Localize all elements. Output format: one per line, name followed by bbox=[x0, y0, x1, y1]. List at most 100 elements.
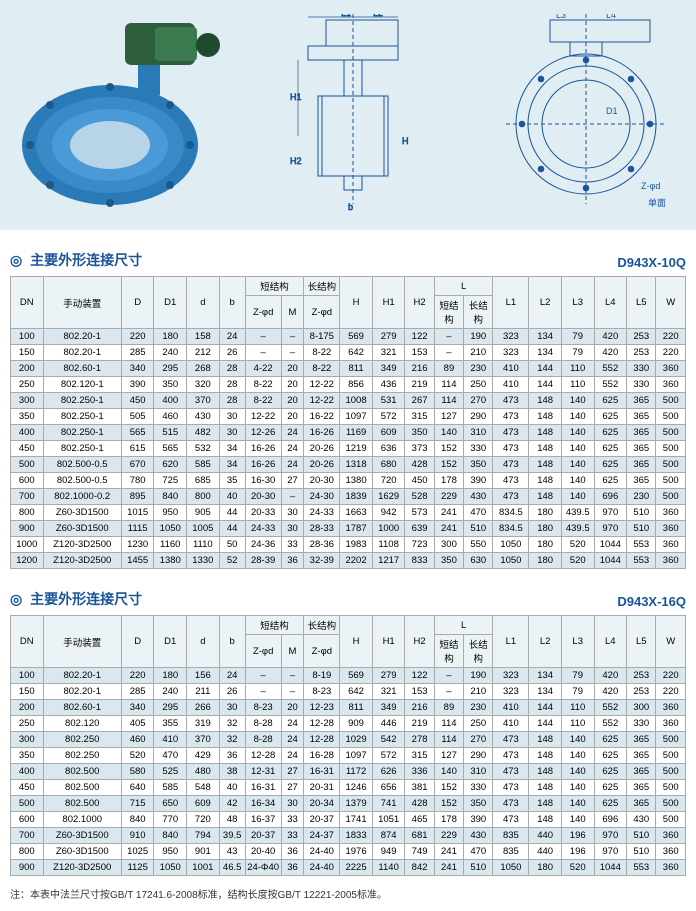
table-cell: 811 bbox=[340, 361, 373, 377]
table-cell: 40 bbox=[219, 489, 245, 505]
table-cell: 20 bbox=[281, 393, 304, 409]
table-cell: 114 bbox=[434, 716, 463, 732]
table-cell: 500 bbox=[656, 796, 686, 812]
table-cell: 178 bbox=[434, 812, 463, 828]
table-cell: 140 bbox=[561, 764, 594, 780]
table-cell: 268 bbox=[187, 361, 220, 377]
table-row: 100802.20-122018015624––8-19569279122–19… bbox=[11, 668, 686, 684]
table-cell: 110 bbox=[561, 377, 594, 393]
table-cell: 420 bbox=[594, 329, 627, 345]
table-cell: 28-36 bbox=[304, 537, 340, 553]
table-cell: 152 bbox=[434, 441, 463, 457]
th-shortL: 短结构 bbox=[434, 635, 463, 668]
table-cell: 39.5 bbox=[219, 828, 245, 844]
table-cell: 446 bbox=[372, 716, 405, 732]
table-cell: 127 bbox=[434, 409, 463, 425]
th-l3: L3 bbox=[561, 616, 594, 668]
table-cell: 440 bbox=[529, 828, 562, 844]
table-row: 1000Z120-3D25001230116011105024-363328-3… bbox=[11, 537, 686, 553]
table-cell: 895 bbox=[121, 489, 154, 505]
table-cell: 8-28 bbox=[245, 716, 281, 732]
table-cell: 802.250-1 bbox=[43, 393, 121, 409]
table-cell: 749 bbox=[405, 844, 434, 860]
table-cell: 1741 bbox=[340, 812, 373, 828]
table1-body: 100802.20-122018015824––8-175569279122–1… bbox=[11, 329, 686, 569]
table-cell: 802.20-1 bbox=[43, 345, 121, 361]
table-cell: 500 bbox=[11, 457, 44, 473]
table-cell: 410 bbox=[493, 700, 529, 716]
th-dsmall: d bbox=[187, 616, 220, 668]
table-cell: 212 bbox=[187, 345, 220, 361]
table-cell: 140 bbox=[561, 812, 594, 828]
table-cell: 473 bbox=[493, 812, 529, 828]
table-cell: 365 bbox=[627, 780, 656, 796]
table-cell: 500 bbox=[656, 393, 686, 409]
table-cell: 510 bbox=[464, 521, 493, 537]
table-cell: 20-31 bbox=[304, 780, 340, 796]
table-cell: 460 bbox=[154, 409, 187, 425]
section1-code: D943X-10Q bbox=[617, 255, 686, 270]
table-cell: 802.60-1 bbox=[43, 361, 121, 377]
table-cell: 410 bbox=[493, 377, 529, 393]
table-cell: 20-37 bbox=[304, 812, 340, 828]
table-cell: 24 bbox=[219, 329, 245, 345]
table-row: 500802.5007156506094216-343020-341379741… bbox=[11, 796, 686, 812]
table-cell: 642 bbox=[340, 684, 373, 700]
table-cell: 140 bbox=[561, 732, 594, 748]
table-cell: 700 bbox=[11, 489, 44, 505]
table-cell: 33 bbox=[281, 828, 304, 844]
table-cell: 110 bbox=[561, 361, 594, 377]
spec-table-1: DN 手动装置 D D1 d b 短结构 长结构 H H1 H2 L L1 L2… bbox=[10, 276, 686, 569]
th-long: 长结构 bbox=[304, 616, 340, 635]
th-dn: DN bbox=[11, 277, 44, 329]
table-cell: 152 bbox=[434, 780, 463, 796]
table-row: 200802.60-1340295266308-232012-238113492… bbox=[11, 700, 686, 716]
table-cell: 473 bbox=[493, 748, 529, 764]
table-row: 150802.20-128524021126––8-23642321153–21… bbox=[11, 684, 686, 700]
th-d: D bbox=[121, 616, 154, 668]
th-b: b bbox=[219, 616, 245, 668]
table-cell: 46.5 bbox=[219, 860, 245, 876]
table-cell: 340 bbox=[121, 700, 154, 716]
table-cell: 30 bbox=[281, 521, 304, 537]
table-cell: 360 bbox=[656, 828, 686, 844]
th-l5: L5 bbox=[627, 277, 656, 329]
table-cell: 470 bbox=[154, 748, 187, 764]
table-cell: Z60-3D1500 bbox=[43, 844, 121, 860]
table-cell: 12-23 bbox=[304, 700, 340, 716]
table-row: 500802.500-0.56706205853416-262420-26131… bbox=[11, 457, 686, 473]
table-cell: 800 bbox=[11, 844, 44, 860]
table-cell: 910 bbox=[121, 828, 154, 844]
table-cell: – bbox=[245, 329, 281, 345]
th-manual: 手动装置 bbox=[43, 616, 121, 668]
table-cell: 24 bbox=[281, 457, 304, 473]
table-cell: 390 bbox=[464, 473, 493, 489]
table-cell: 16-30 bbox=[245, 473, 281, 489]
table-cell: 802.20-1 bbox=[43, 684, 121, 700]
table-cell: 365 bbox=[627, 393, 656, 409]
table-cell: 241 bbox=[434, 860, 463, 876]
th-l2: L2 bbox=[529, 616, 562, 668]
table-cell: 290 bbox=[464, 409, 493, 425]
table-cell: 110 bbox=[561, 716, 594, 732]
table-cell: 473 bbox=[493, 409, 529, 425]
table-cell: – bbox=[245, 668, 281, 684]
table-cell: 148 bbox=[529, 489, 562, 505]
table-cell: 510 bbox=[627, 844, 656, 860]
table-cell: 180 bbox=[154, 668, 187, 684]
table-cell: 1976 bbox=[340, 844, 373, 860]
th-l4: L4 bbox=[594, 616, 627, 668]
table-cell: 30 bbox=[219, 425, 245, 441]
table-cell: 114 bbox=[434, 732, 463, 748]
label-h1m: H1 bbox=[290, 92, 302, 102]
table-cell: 350 bbox=[434, 553, 463, 569]
table-cell: 24-33 bbox=[245, 521, 281, 537]
table-cell: 319 bbox=[187, 716, 220, 732]
table-cell: 1097 bbox=[340, 748, 373, 764]
table-row: 700Z60-3D150091084079439.520-373324-3718… bbox=[11, 828, 686, 844]
table-cell: 1110 bbox=[187, 537, 220, 553]
table-cell: 473 bbox=[493, 796, 529, 812]
table-cell: 842 bbox=[405, 860, 434, 876]
table-cell: 12-22 bbox=[304, 377, 340, 393]
table-cell: 148 bbox=[529, 764, 562, 780]
